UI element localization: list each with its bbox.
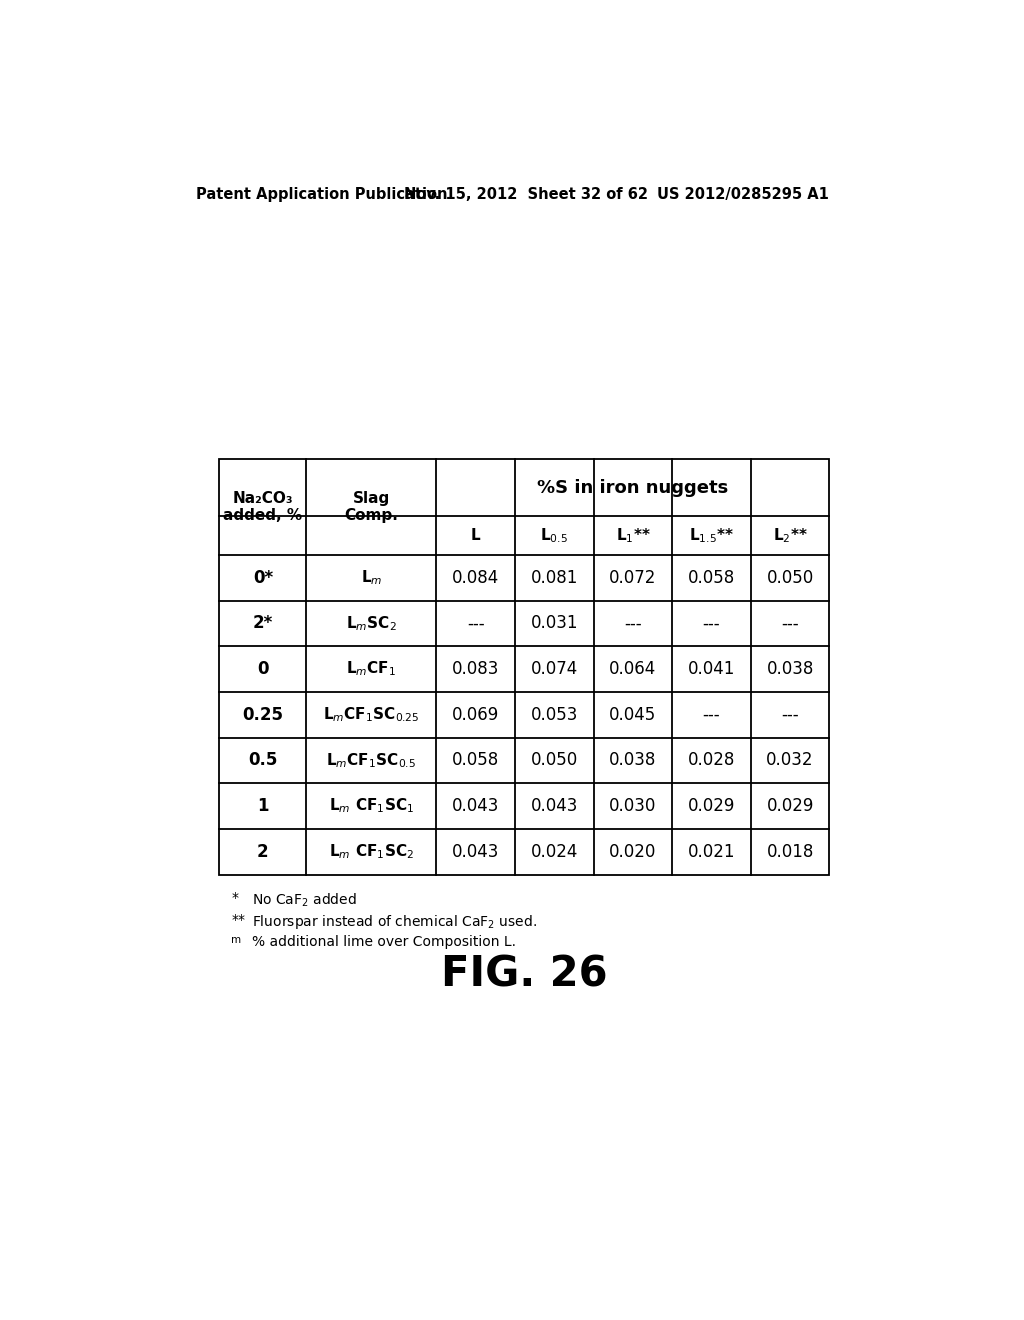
Text: Na₂CO₃
added, %: Na₂CO₃ added, %: [223, 491, 302, 523]
Bar: [219, 459, 829, 875]
Text: 0.25: 0.25: [243, 706, 284, 723]
Text: 2: 2: [257, 842, 268, 861]
Text: **: **: [231, 913, 245, 927]
Text: 0.029: 0.029: [766, 797, 814, 814]
Text: L$_m$ CF$_1$SC$_1$: L$_m$ CF$_1$SC$_1$: [329, 797, 414, 816]
Text: Patent Application Publication: Patent Application Publication: [197, 187, 447, 202]
Text: No CaF$_2$ added: No CaF$_2$ added: [252, 891, 356, 909]
Text: 0.069: 0.069: [453, 706, 500, 723]
Text: 0.050: 0.050: [530, 751, 578, 770]
Text: 0.021: 0.021: [688, 842, 735, 861]
Text: 1: 1: [257, 797, 268, 814]
Text: 0.072: 0.072: [609, 569, 656, 587]
Text: 0.064: 0.064: [609, 660, 656, 678]
Text: m: m: [231, 935, 242, 945]
Text: 0.020: 0.020: [609, 842, 656, 861]
Text: 2*: 2*: [253, 614, 273, 632]
Text: L$_2$**: L$_2$**: [773, 527, 808, 545]
Text: *: *: [231, 891, 238, 906]
Text: 0.043: 0.043: [452, 797, 500, 814]
Text: L: L: [471, 528, 480, 544]
Text: 0.045: 0.045: [609, 706, 656, 723]
Text: 0.024: 0.024: [530, 842, 578, 861]
Text: 0.081: 0.081: [530, 569, 578, 587]
Text: 0.038: 0.038: [766, 660, 814, 678]
Text: L$_m$SC$_2$: L$_m$SC$_2$: [346, 614, 396, 632]
Text: 0.084: 0.084: [453, 569, 500, 587]
Text: L$_m$CF$_1$SC$_{0.5}$: L$_m$CF$_1$SC$_{0.5}$: [327, 751, 417, 770]
Text: 0.5: 0.5: [248, 751, 278, 770]
Text: 0.043: 0.043: [530, 797, 578, 814]
Text: %S in iron nuggets: %S in iron nuggets: [538, 479, 728, 496]
Text: % additional lime over Composition L.: % additional lime over Composition L.: [252, 935, 516, 949]
Text: ---: ---: [781, 706, 799, 723]
Text: ---: ---: [624, 614, 642, 632]
Text: Slag
Comp.: Slag Comp.: [344, 491, 398, 523]
Text: 0.028: 0.028: [688, 751, 735, 770]
Text: 0.074: 0.074: [530, 660, 578, 678]
Text: 0.083: 0.083: [452, 660, 500, 678]
Text: US 2012/0285295 A1: US 2012/0285295 A1: [657, 187, 829, 202]
Text: 0.053: 0.053: [530, 706, 578, 723]
Text: 0.030: 0.030: [609, 797, 656, 814]
Text: 0*: 0*: [253, 569, 273, 587]
Text: 0.032: 0.032: [766, 751, 814, 770]
Text: 0: 0: [257, 660, 268, 678]
Text: L$_{1.5}$**: L$_{1.5}$**: [689, 527, 734, 545]
Text: Fluorspar instead of chemical CaF$_2$ used.: Fluorspar instead of chemical CaF$_2$ us…: [252, 913, 538, 931]
Text: L$_1$**: L$_1$**: [615, 527, 650, 545]
Text: L$_m$ CF$_1$SC$_2$: L$_m$ CF$_1$SC$_2$: [329, 842, 414, 861]
Text: ---: ---: [702, 614, 720, 632]
Text: 0.050: 0.050: [766, 569, 814, 587]
Text: L$_m$: L$_m$: [360, 569, 382, 587]
Text: 0.058: 0.058: [688, 569, 735, 587]
Text: 0.018: 0.018: [766, 842, 814, 861]
Text: 0.038: 0.038: [609, 751, 656, 770]
Text: 0.041: 0.041: [688, 660, 735, 678]
Text: L$_{0.5}$: L$_{0.5}$: [541, 527, 568, 545]
Text: 0.029: 0.029: [688, 797, 735, 814]
Text: Nov. 15, 2012  Sheet 32 of 62: Nov. 15, 2012 Sheet 32 of 62: [403, 187, 648, 202]
Text: L$_m$CF$_1$: L$_m$CF$_1$: [346, 660, 396, 678]
Text: FIG. 26: FIG. 26: [441, 953, 608, 995]
Text: 0.031: 0.031: [530, 614, 579, 632]
Text: ---: ---: [467, 614, 484, 632]
Text: ---: ---: [702, 706, 720, 723]
Text: 0.043: 0.043: [452, 842, 500, 861]
Text: 0.058: 0.058: [453, 751, 500, 770]
Text: L$_m$CF$_1$SC$_{0.25}$: L$_m$CF$_1$SC$_{0.25}$: [324, 705, 420, 725]
Text: ---: ---: [781, 614, 799, 632]
